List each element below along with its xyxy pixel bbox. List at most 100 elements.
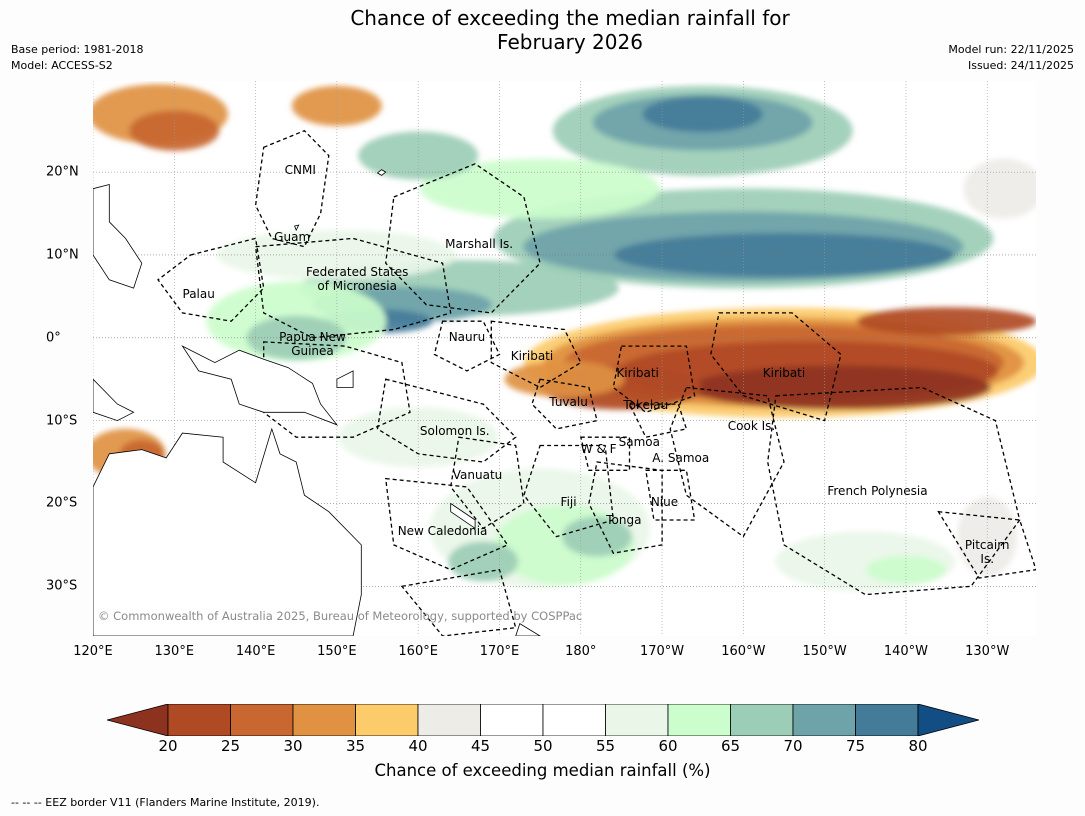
region-label: Guam: [274, 229, 311, 244]
colorbar-segment: [792, 704, 856, 736]
landmass: [336, 370, 354, 388]
region-label: Nauru: [448, 329, 486, 344]
eez-border: [254, 237, 452, 339]
latitude-label: 30°S: [46, 578, 78, 594]
longitude-label: 140°W: [883, 644, 929, 659]
run-info-left: Base period: 1981-2018 Model: ACCESS-S2: [11, 42, 143, 74]
region-label: Kiribati: [510, 349, 554, 363]
region-label: A. Samoa: [652, 450, 710, 465]
longitude-label: 160°W: [721, 644, 766, 659]
colorbar-segment: [355, 704, 419, 736]
colorbar-tick-label: 80: [908, 737, 928, 755]
longitude-label: 140°E: [235, 644, 276, 659]
rainfall-anomaly-region: [420, 158, 661, 219]
rainfall-anomaly-region: [856, 307, 1036, 336]
region-label: Tuvalu: [549, 394, 588, 409]
longitude-label: 120°E: [73, 644, 113, 659]
region-label: Marshall Is.: [445, 237, 514, 252]
eez-border: [433, 320, 501, 372]
longitude-label: 170°W: [639, 644, 685, 659]
rainfall-anomaly-region: [504, 361, 625, 398]
landmass: [294, 224, 300, 232]
title-line-2: February 2026: [497, 30, 643, 54]
eez-border: [450, 436, 525, 530]
region-label: Kiribati: [616, 366, 659, 381]
latitude-label: 10°N: [46, 247, 79, 263]
rainfall-anomaly-region: [338, 407, 499, 468]
latitude-label: 0°: [46, 330, 61, 346]
map-title: Chance of exceeding the median rainfall …: [0, 6, 1085, 54]
region-label: Vanuatu: [452, 468, 503, 483]
eez-border: [645, 469, 696, 521]
region-label: CNMI: [284, 162, 316, 177]
model-name: Model: ACCESS-S2: [11, 59, 113, 72]
rainfall-anomaly-region: [358, 131, 479, 180]
colorbar-segment: [167, 704, 231, 736]
eez-border: [669, 386, 785, 538]
issued-date: Issued: 24/11/2025: [967, 59, 1074, 72]
longitude-label: 130°W: [965, 644, 1010, 659]
colorbar-title: Chance of exceeding median rainfall (%): [374, 761, 711, 780]
region-label: Pitcairn Is.: [964, 537, 1010, 566]
landmass: [181, 345, 339, 426]
region-label: New Caledonia: [397, 523, 488, 538]
region-label: Papua New Guinea: [279, 330, 346, 359]
region-label: Niue: [650, 494, 679, 509]
eez-border: [263, 341, 411, 438]
colorbar-tick-label: 25: [220, 737, 241, 755]
eez-border: [376, 378, 517, 463]
eez-border: [531, 378, 598, 430]
eez-border: [579, 436, 631, 471]
colorbar-segment: [667, 704, 731, 736]
colorbar-segment: [855, 704, 919, 736]
colorbar-tick-label: 55: [595, 737, 616, 755]
landmass: [93, 378, 135, 422]
rainfall-anomaly-region: [963, 158, 1036, 219]
rainfall-anomaly-region: [957, 496, 1018, 577]
colorbar-tick-label: 60: [658, 737, 678, 755]
base-period: Base period: 1981-2018: [11, 43, 144, 56]
eez-border: [937, 510, 1036, 579]
colorbar-high-extension: [917, 704, 979, 736]
eez-border: [490, 320, 582, 389]
region-label: Tonga: [606, 513, 642, 528]
longitude-label: 150°W: [802, 644, 847, 659]
colorbar: [107, 704, 979, 736]
eez-border: [157, 237, 265, 322]
model-run-date: Model run: 22/11/2025: [948, 43, 1074, 56]
longitude-label: 170°E: [479, 644, 520, 659]
title-line-1: Chance of exceeding the median rainfall …: [350, 6, 790, 30]
region-label: Palau: [182, 286, 215, 301]
region-label: Federated States of Micronesia: [305, 264, 409, 293]
longitude-label: 150°E: [317, 644, 357, 659]
eez-border: [710, 312, 842, 422]
region-label: W & F: [580, 441, 617, 456]
colorbar-segment: [480, 704, 544, 736]
colorbar-segment: [417, 704, 481, 736]
eez-border: [384, 477, 509, 571]
eez-border: [254, 129, 330, 248]
rainfall-map: © Commonwealth of Australia 2025, Bureau…: [93, 81, 1036, 636]
landmass: [450, 502, 476, 530]
landmass: [93, 183, 143, 289]
eez-border: [523, 444, 615, 538]
colorbar-tick-label: 40: [408, 737, 428, 755]
colorbar-tick-label: 50: [533, 737, 553, 755]
colorbar-tick-label: 45: [470, 737, 491, 755]
rainfall-anomaly-region: [129, 110, 220, 151]
landmass: [515, 622, 541, 636]
run-info-right: Model run: 22/11/2025 Issued: 24/11/2025: [948, 42, 1074, 74]
colorbar-tick-label: 70: [783, 737, 803, 755]
colorbar-tick-label: 75: [845, 737, 866, 755]
rainfall-anomaly-region: [246, 315, 347, 360]
colorbar-low-extension: [107, 704, 169, 736]
eez-border: [588, 461, 663, 554]
colorbar-tick-label: 30: [283, 737, 303, 755]
colorbar-tick-label: 20: [158, 737, 178, 755]
eez-border: [612, 345, 696, 414]
rainfall-anomaly-region: [690, 365, 991, 410]
region-label: Samoa: [618, 435, 660, 450]
latitude-label: 10°S: [46, 413, 78, 429]
rainfall-anomaly-region: [562, 516, 633, 557]
colorbar-tick-label: 35: [345, 737, 366, 755]
